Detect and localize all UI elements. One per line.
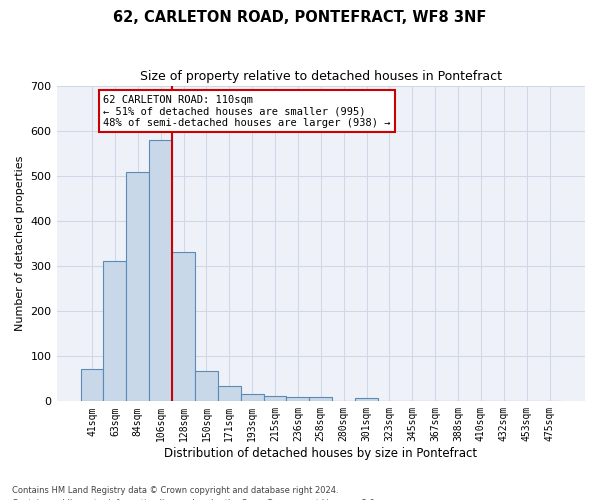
Bar xyxy=(355,398,378,402)
Bar xyxy=(218,386,241,402)
Bar xyxy=(127,172,149,402)
X-axis label: Distribution of detached houses by size in Pontefract: Distribution of detached houses by size … xyxy=(164,447,478,460)
Bar xyxy=(80,369,103,402)
Bar xyxy=(310,397,332,402)
Bar xyxy=(263,396,286,402)
Text: Contains public sector information licensed under the Open Government Licence v3: Contains public sector information licen… xyxy=(12,498,377,500)
Bar xyxy=(149,140,172,402)
Bar xyxy=(241,394,263,402)
Bar xyxy=(103,260,127,402)
Y-axis label: Number of detached properties: Number of detached properties xyxy=(15,156,25,331)
Bar xyxy=(172,252,195,402)
Title: Size of property relative to detached houses in Pontefract: Size of property relative to detached ho… xyxy=(140,70,502,83)
Bar xyxy=(286,397,310,402)
Text: 62, CARLETON ROAD, PONTEFRACT, WF8 3NF: 62, CARLETON ROAD, PONTEFRACT, WF8 3NF xyxy=(113,10,487,25)
Text: 62 CARLETON ROAD: 110sqm
← 51% of detached houses are smaller (995)
48% of semi-: 62 CARLETON ROAD: 110sqm ← 51% of detach… xyxy=(103,94,391,128)
Text: Contains HM Land Registry data © Crown copyright and database right 2024.: Contains HM Land Registry data © Crown c… xyxy=(12,486,338,495)
Bar xyxy=(195,370,218,402)
